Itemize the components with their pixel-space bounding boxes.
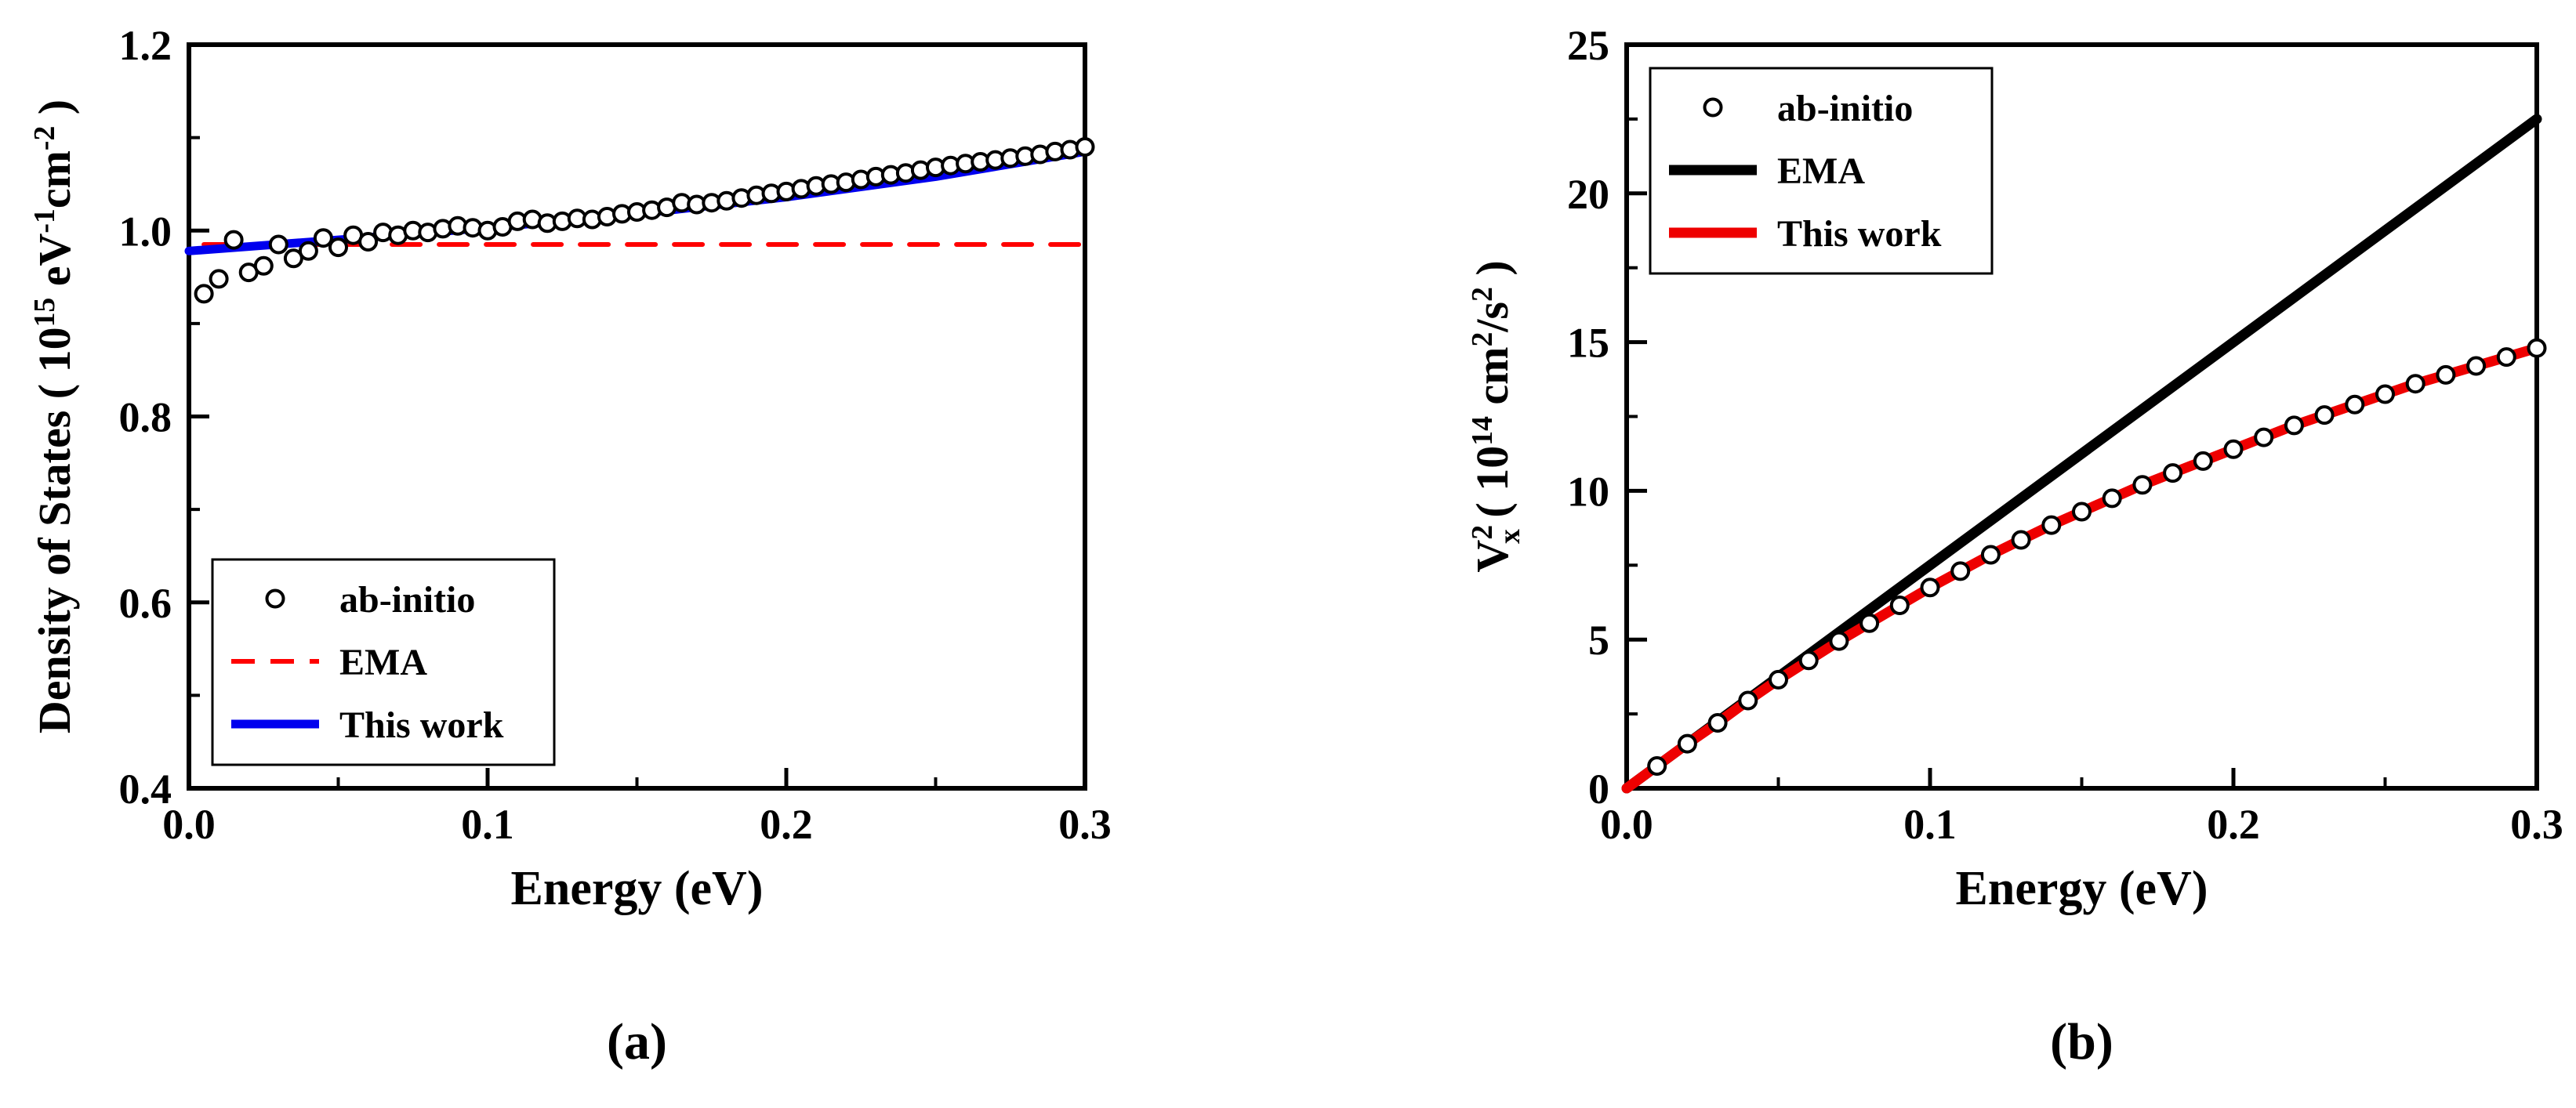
data-point [2041, 515, 2062, 535]
data-point [2254, 427, 2274, 447]
y-tick-label: 0 [1588, 766, 1609, 813]
x-tick-label: 0.1 [1903, 801, 1957, 848]
data-point [1769, 669, 1788, 690]
data-point [2193, 451, 2213, 471]
x-tick-label: 0.3 [1058, 801, 1112, 848]
y-tick-label: 15 [1567, 320, 1609, 367]
x-tick-label: 0.0 [162, 801, 216, 848]
data-point [2102, 488, 2122, 509]
data-point [1859, 613, 1880, 633]
x-tick-label: 0.3 [2510, 801, 2563, 848]
data-point [2163, 463, 2183, 483]
legend-label-ab-initio: ab-initio [339, 579, 475, 621]
x-tick-label: 0.2 [760, 801, 813, 848]
series-ab-initio [194, 137, 1095, 304]
data-point [1677, 733, 1697, 754]
data-point [209, 269, 229, 289]
data-point [2466, 356, 2487, 376]
panel-b-label: (b) [2050, 1013, 2113, 1070]
data-point [268, 234, 288, 255]
data-point [283, 248, 303, 269]
x-tick-label: 0.2 [2207, 801, 2260, 848]
data-point [2223, 439, 2244, 459]
data-point [1075, 137, 1095, 157]
x-tick-label: 0.0 [1600, 801, 1653, 848]
data-point [1920, 578, 1940, 598]
legend-marker-ab-initio [265, 588, 285, 609]
data-point [2405, 374, 2425, 394]
x-axis-label: Energy (eV) [511, 862, 764, 915]
y-tick-label: 1.2 [119, 22, 172, 69]
y-tick-label: 25 [1567, 22, 1609, 69]
data-point [1950, 561, 1971, 581]
data-point [2072, 501, 2092, 522]
data-point [358, 232, 379, 252]
y-tick-label: 20 [1567, 171, 1609, 218]
axis-ticks [1624, 42, 2539, 791]
data-point [2436, 364, 2456, 385]
data-point [2345, 394, 2365, 415]
legend-marker-ab-initio [1703, 97, 1723, 118]
data-point [194, 284, 214, 304]
series-this-work [1621, 342, 2542, 794]
y-tick-label: 0.4 [119, 766, 172, 813]
axis-ticks [187, 42, 1087, 791]
panel-a-chart: 0.0 0.1 0.2 0.3 0.4 0.6 0.8 1.0 1.2 Energy (eV) De… [28, 22, 1112, 915]
y-tick-label: 10 [1567, 468, 1609, 515]
data-point [1980, 545, 2001, 565]
legend-label-this-work: This work [339, 704, 504, 746]
data-point [328, 237, 348, 258]
data-point [1738, 690, 1758, 711]
data-point [1829, 631, 1849, 651]
data-point [2375, 384, 2395, 404]
data-point [1647, 756, 1667, 776]
x-axis-label: Energy (eV) [1956, 862, 2208, 915]
data-point [2011, 530, 2031, 550]
y-tick-label: 0.6 [119, 580, 172, 627]
data-point [2132, 475, 2153, 495]
series-ab-initio [1647, 338, 2547, 776]
data-point [2527, 338, 2547, 358]
y-tick-label: 1.0 [119, 208, 172, 255]
data-point [313, 228, 333, 248]
y-axis-label: V2x ( 1014 cm2/s2 ) [1466, 260, 1526, 572]
data-point [1707, 713, 1728, 733]
data-point [298, 241, 318, 261]
panel-a-label: (a) [607, 1013, 667, 1070]
y-axis-label: Density of States ( 1015 eV-1cm-2 ) [28, 100, 80, 733]
data-point [2496, 347, 2516, 368]
x-tick-label: 0.1 [461, 801, 514, 848]
legend-label-ema: EMA [339, 642, 427, 683]
legend-label-ab-initio: ab-initio [1777, 88, 1913, 129]
data-point [1889, 596, 1910, 615]
data-point [1798, 650, 1819, 671]
data-point [2284, 415, 2304, 436]
legend-label-ema: EMA [1777, 150, 1865, 192]
y-tick-label: 0.8 [119, 394, 172, 441]
data-point [253, 255, 274, 276]
panel-b-chart: 0.0 0.1 0.2 0.3 0 5 10 15 20 25 Energy (eV) V2x ( 1… [1466, 22, 2563, 915]
data-point [223, 230, 244, 250]
data-point [2314, 405, 2335, 425]
legend-label-this-work: This work [1777, 213, 1942, 255]
y-tick-label: 5 [1588, 617, 1609, 664]
